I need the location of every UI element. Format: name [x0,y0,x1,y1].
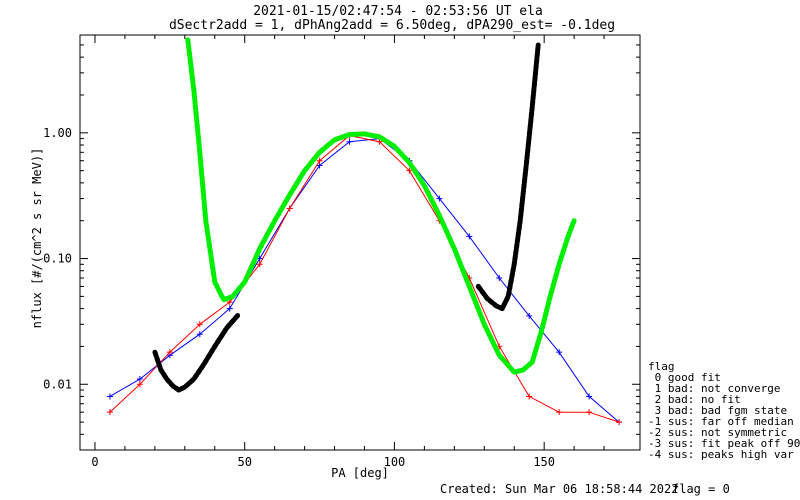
x-axis-label: PA [deg] [331,466,389,480]
y-tick-label: 1.00 [43,126,72,140]
y-tick-label: 0.01 [43,377,72,391]
flux-point [316,157,323,164]
flux-point [166,349,173,356]
flux-point [496,275,503,282]
flux-series-line-1 [109,135,620,423]
footer-flag: flag = 0 [672,482,730,496]
flux-series-line-0 [109,138,620,423]
flux-point [436,195,443,202]
legend-item-good-fit: 0 good fit [648,371,721,384]
x-tick-label: 150 [533,455,555,469]
created-timestamp: Created: Sun Mar 06 18:58:44 2022 [440,482,678,496]
flux-point [466,233,473,240]
axes-layer: 0 50 100 150 0.01 0.10 1.00 [43,34,640,469]
fit-curve-4 [475,42,541,312]
flux-point [196,321,203,328]
flux-point [586,393,593,400]
legend-item-far-off-median: -1 sus: far off median [648,415,794,428]
flag-legend: flag 0 good fit 1 bad: not converge 2 ba… [648,360,800,461]
x-tick-label: 100 [384,455,406,469]
flux-point [526,312,533,319]
flux-point [286,205,293,212]
y-axis-label: nflux [#/(cm^2 s sr MeV)] [30,148,44,329]
flux-point [346,138,353,145]
data-layer [106,37,623,426]
legend-item-no-fit: 2 bad: no fit [648,393,741,406]
flux-point [226,299,233,306]
flux-point [376,138,383,145]
flux-point [226,305,233,312]
flux-point [106,393,113,400]
flux-point [406,167,413,174]
y-tick-label: 0.10 [43,252,72,266]
flux-point [556,409,563,416]
flux-point [136,376,143,383]
flux-point [256,261,263,268]
flux-point [616,419,623,426]
legend-item-bad-fgm-state: 3 bad: bad fgm state [648,404,787,417]
flux-point [196,331,203,338]
x-tick-label: 50 [237,455,251,469]
chart-title-line1: 2021-01-15/02:47:54 - 02:53:56 UT ela [253,4,543,19]
flux-point [526,393,533,400]
flux-point [136,381,143,388]
flux-point [556,349,563,356]
plot-frame [79,34,641,451]
x-tick-label: 0 [91,455,98,469]
legend-title: flag [648,360,675,373]
flux-point [586,409,593,416]
legend-item-peaks-high-var: -4 sus: peaks high var [648,448,794,461]
legend-item-fit-peak-off-90: -3 sus: fit peak off 90 [648,437,800,450]
fit-curve-2 [185,37,577,375]
flux-point [106,409,113,416]
legend-item-not-converge: 1 bad: not converge [648,382,780,395]
fit-curve-3 [152,311,242,393]
legend-item-not-symmetric: -2 sus: not symmetric [648,426,787,439]
chart-title-line2: dSectr2add = 1, dPhAng2add = 6.50deg, dP… [169,18,615,33]
